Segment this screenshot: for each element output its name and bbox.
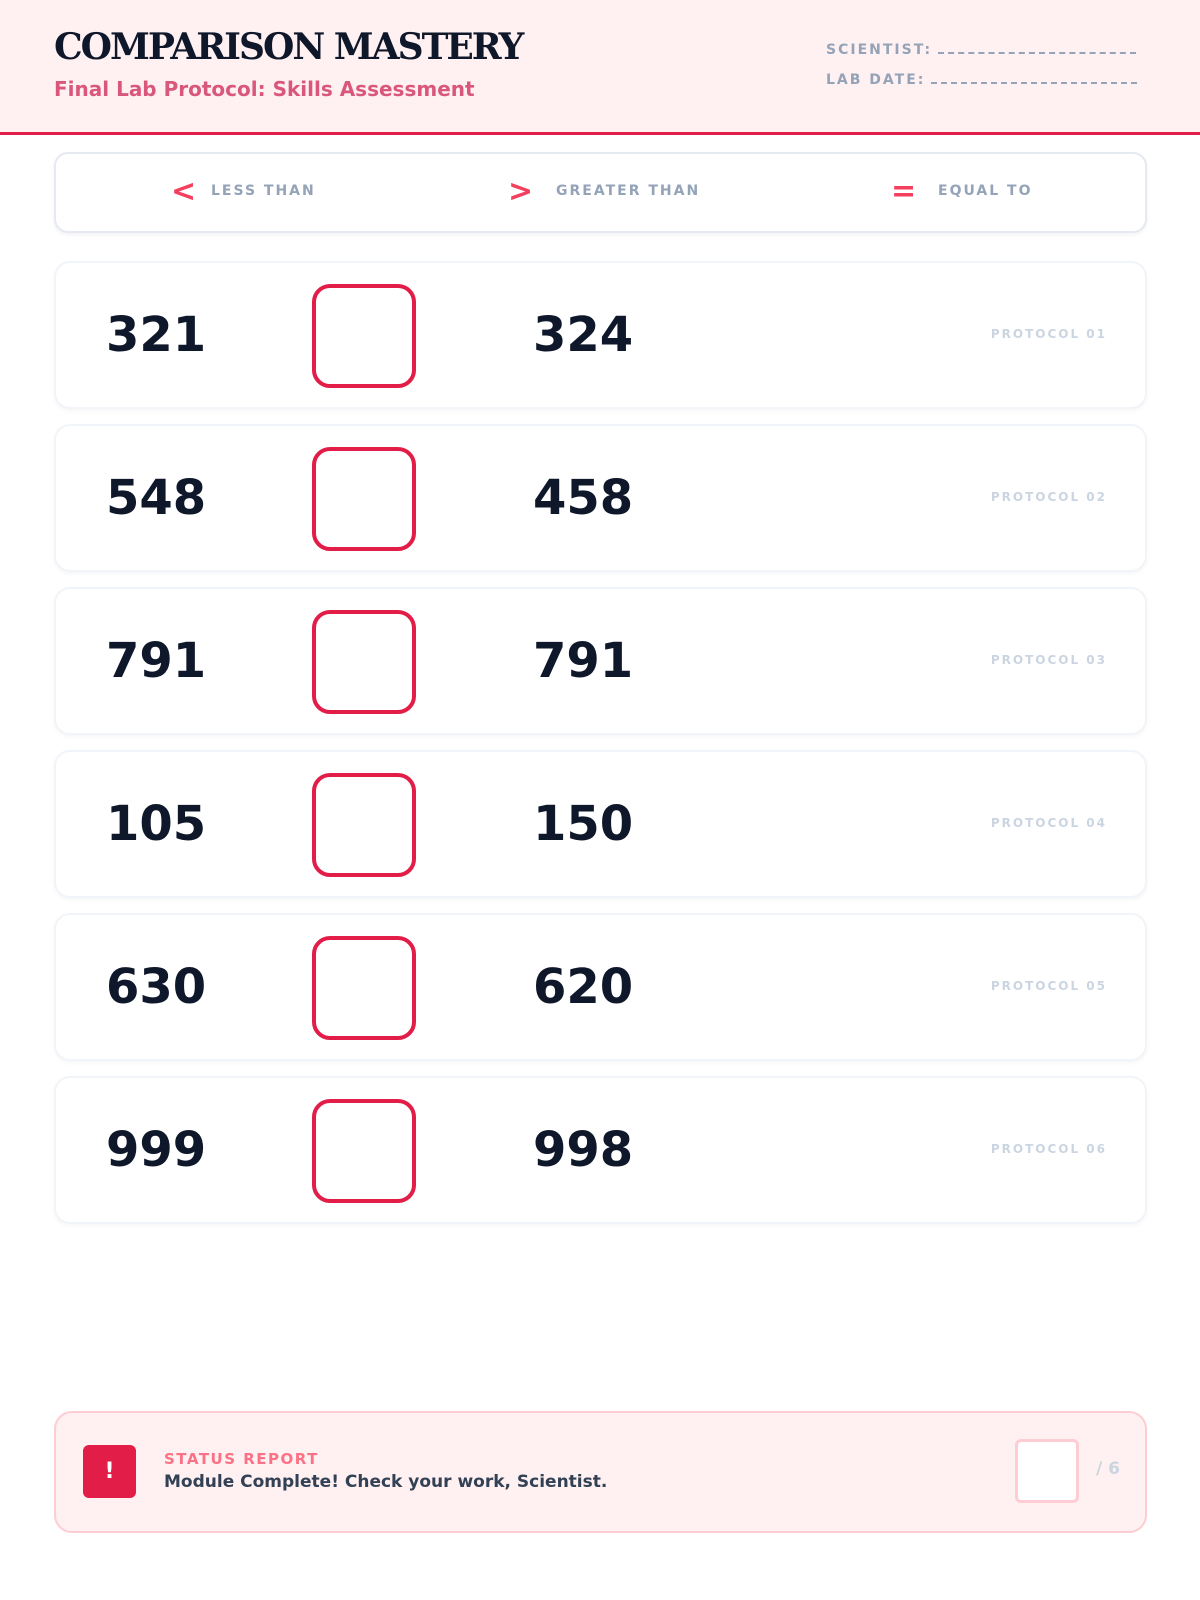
lab-date-label: LAB DATE: [826,72,926,88]
answer-box[interactable] [312,284,416,388]
scientist-field[interactable]: SCIENTIST: [826,42,1137,58]
left-number: 791 [106,633,207,689]
answer-box[interactable] [312,1099,416,1203]
answer-box[interactable] [312,936,416,1040]
alert-icon: ! [83,1445,136,1498]
lab-date-blank[interactable] [931,82,1138,84]
protocol-label: PROTOCOL 06 [990,1142,1107,1156]
comparison-row: 548 458 PROTOCOL 02 [54,424,1147,572]
comparison-row: 321 324 PROTOCOL 01 [54,261,1147,409]
comparison-row: 791 791 PROTOCOL 03 [54,587,1147,735]
comparison-row: 999 998 PROTOCOL 06 [54,1076,1147,1224]
status-report: ! STATUS REPORT Module Complete! Check y… [54,1411,1147,1533]
answer-box[interactable] [312,447,416,551]
lab-date-field[interactable]: LAB DATE: [826,72,1138,88]
status-message: Module Complete! Check your work, Scient… [164,1472,608,1492]
scientist-label: SCIENTIST: [826,42,933,58]
comparison-row: 630 620 PROTOCOL 05 [54,913,1147,1061]
score-total: / 6 [1096,1459,1120,1479]
left-number: 999 [106,1122,207,1178]
answer-box[interactable] [312,773,416,877]
right-number: 620 [533,959,634,1015]
symbol-legend: < LESS THAN > GREATER THAN = EQUAL TO [54,152,1147,233]
page-title: COMPARISON MASTERY [54,26,524,68]
left-number: 630 [106,959,207,1015]
comparison-row: 105 150 PROTOCOL 04 [54,750,1147,898]
left-number: 105 [106,796,207,852]
page-subtitle: Final Lab Protocol: Skills Assessment [54,77,475,101]
protocol-label: PROTOCOL 04 [990,816,1107,830]
less-than-icon: < [171,174,197,209]
greater-than-icon: > [508,174,534,209]
legend-less-than: LESS THAN [211,183,316,199]
right-number: 324 [533,307,634,363]
protocol-label: PROTOCOL 01 [990,327,1107,341]
right-number: 458 [533,470,634,526]
protocol-label: PROTOCOL 03 [990,653,1107,667]
left-number: 321 [106,307,207,363]
equal-icon: = [891,174,917,209]
score-input[interactable] [1015,1439,1079,1503]
right-number: 791 [533,633,634,689]
status-title: STATUS REPORT [164,1450,319,1468]
legend-equal-to: EQUAL TO [938,183,1033,199]
scientist-blank[interactable] [938,52,1137,54]
header: COMPARISON MASTERY Final Lab Protocol: S… [0,0,1200,135]
answer-box[interactable] [312,610,416,714]
left-number: 548 [106,470,207,526]
protocol-label: PROTOCOL 05 [990,979,1107,993]
right-number: 998 [533,1122,634,1178]
protocol-label: PROTOCOL 02 [990,490,1107,504]
right-number: 150 [533,796,634,852]
legend-greater-than: GREATER THAN [556,183,701,199]
